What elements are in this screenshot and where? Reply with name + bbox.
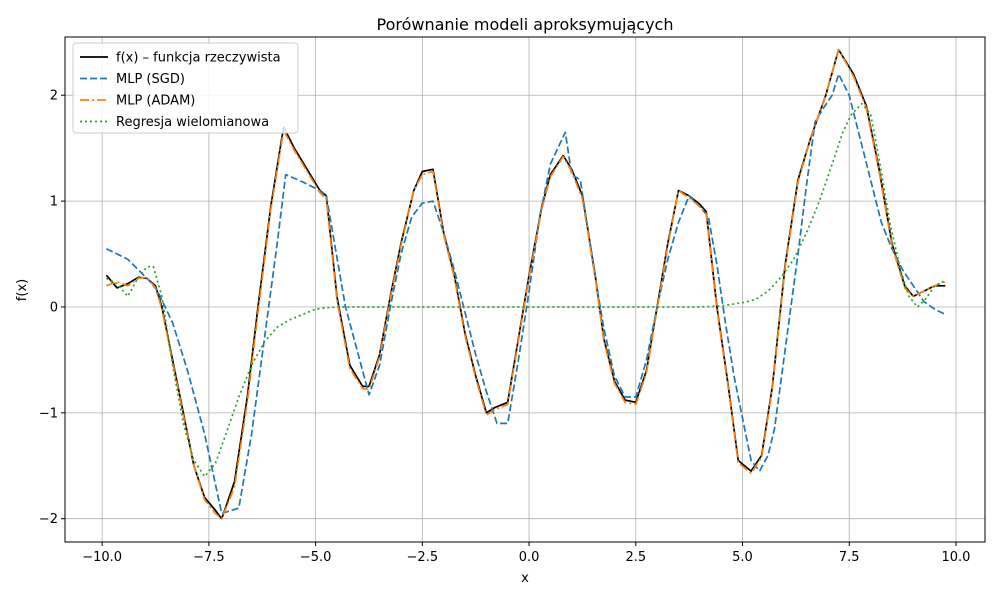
legend-box (72, 42, 299, 134)
x-axis-label: x (521, 571, 529, 586)
legend: f(x) – funkcja rzeczywista MLP (SGD) MLP (… (72, 42, 299, 134)
grid (65, 37, 985, 542)
y-axis-ticks: −2 −1 0 1 2 (39, 89, 65, 527)
legend-label: MLP (ADAM) (116, 94, 195, 109)
x-tick-label: 10.0 (941, 550, 970, 565)
chart-title: Porównanie modeli aproksymujących (376, 15, 673, 34)
x-tick-label: 2.5 (625, 550, 646, 565)
x-tick-label: −7.5 (193, 550, 225, 565)
x-axis-ticks: −10.0 −7.5 −5.0 −2.5 0.0 2.5 5.0 7.5 10.0 (82, 542, 970, 565)
legend-label: f(x) – funkcja rzeczywista (116, 51, 281, 66)
plot-frame (64, 36, 986, 543)
legend-label: MLP (SGD) (116, 72, 185, 87)
series-layer (105, 48, 946, 520)
x-tick-label: −10.0 (82, 550, 122, 565)
series-line-3 (106, 102, 946, 478)
y-tick-label: −1 (39, 406, 58, 421)
x-tick-label: −5.0 (300, 550, 332, 565)
y-tick-label: 0 (50, 300, 58, 315)
series-line-2 (106, 48, 946, 520)
y-tick-label: 2 (50, 89, 58, 104)
legend-label: Regresja wielomianowa (116, 115, 269, 130)
x-tick-label: 0.0 (519, 550, 540, 565)
x-tick-label: 7.5 (839, 550, 860, 565)
x-tick-label: −2.5 (407, 550, 439, 565)
y-axis-label: f(x) (15, 279, 30, 301)
y-tick-label: −2 (39, 512, 58, 527)
x-tick-label: 5.0 (732, 550, 753, 565)
y-tick-label: 1 (50, 195, 58, 210)
